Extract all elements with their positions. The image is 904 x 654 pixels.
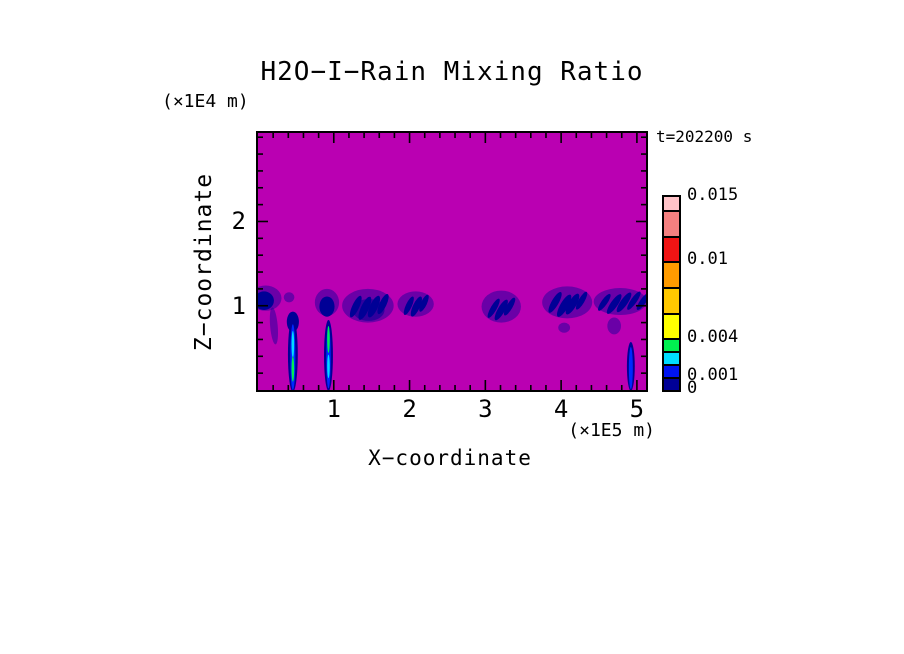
field-feature (403, 296, 414, 315)
field-feature (494, 299, 508, 321)
field-feature (291, 331, 295, 358)
field-feature (627, 291, 641, 310)
time-annotation: t=202200 s (656, 127, 753, 146)
field-feature (616, 292, 632, 313)
field-feature (377, 294, 389, 315)
field-feature (327, 325, 330, 353)
x-tick-label: 2 (402, 395, 417, 423)
plot-area (256, 131, 648, 392)
field-feature (358, 296, 372, 320)
colorbar-tick-label: 0.001 (687, 365, 739, 386)
field-feature (419, 294, 429, 312)
field-feature (487, 298, 500, 318)
colorbar-segment (664, 197, 679, 210)
field-feature (269, 307, 279, 345)
field-feature (410, 296, 422, 317)
field-feature (367, 295, 381, 318)
colorbar-segment (664, 364, 679, 378)
field-feature (575, 291, 588, 310)
x-tick-label: 5 (629, 395, 645, 423)
field-feature (593, 288, 646, 316)
colorbar-segment (664, 312, 679, 339)
colorbar-tick-label: 0.015 (687, 185, 739, 205)
field-feature (558, 322, 571, 333)
heatmap-field (258, 133, 646, 390)
field-feature (598, 293, 611, 311)
colorbar-segment (664, 235, 679, 262)
x-tick-label: 4 (553, 395, 569, 423)
colorbar-tick-label: 0.01 (687, 249, 728, 270)
field-feature (607, 317, 621, 335)
colorbar-segment (664, 338, 679, 352)
field-feature (349, 295, 362, 318)
field-feature (565, 293, 580, 315)
y-axis-title: Z−coordinate (191, 172, 217, 352)
field-feature (283, 292, 295, 303)
plot-title: H2O−I−Rain Mixing Ratio (260, 57, 644, 87)
field-feature (291, 356, 295, 382)
field-feature (628, 347, 633, 390)
colorbar-segment (664, 261, 679, 288)
field-feature (548, 292, 562, 313)
colorbar-segment (664, 377, 679, 390)
colorbar-segment (664, 209, 679, 236)
field-feature (556, 294, 572, 317)
colorbar (662, 195, 681, 392)
x-tick-label: 3 (478, 395, 493, 423)
x-tick-label: 1 (326, 395, 341, 423)
colorbar-tick-label: 0.004 (687, 326, 739, 347)
colorbar-segment (664, 351, 679, 365)
field-feature (319, 296, 335, 317)
x-axis-unit-label: (×1E5 m) (568, 420, 655, 441)
field-feature (503, 297, 516, 316)
y-axis-unit-label: (×1E4 m) (162, 91, 249, 112)
y-tick-label: 1 (231, 291, 246, 320)
colorbar-segment (664, 287, 679, 313)
x-axis-title: X−coordinate (368, 446, 532, 470)
field-feature (327, 354, 330, 379)
colorbar-tick-label: 0 (687, 378, 698, 398)
field-feature (606, 294, 622, 314)
y-tick-label: 2 (231, 207, 246, 236)
